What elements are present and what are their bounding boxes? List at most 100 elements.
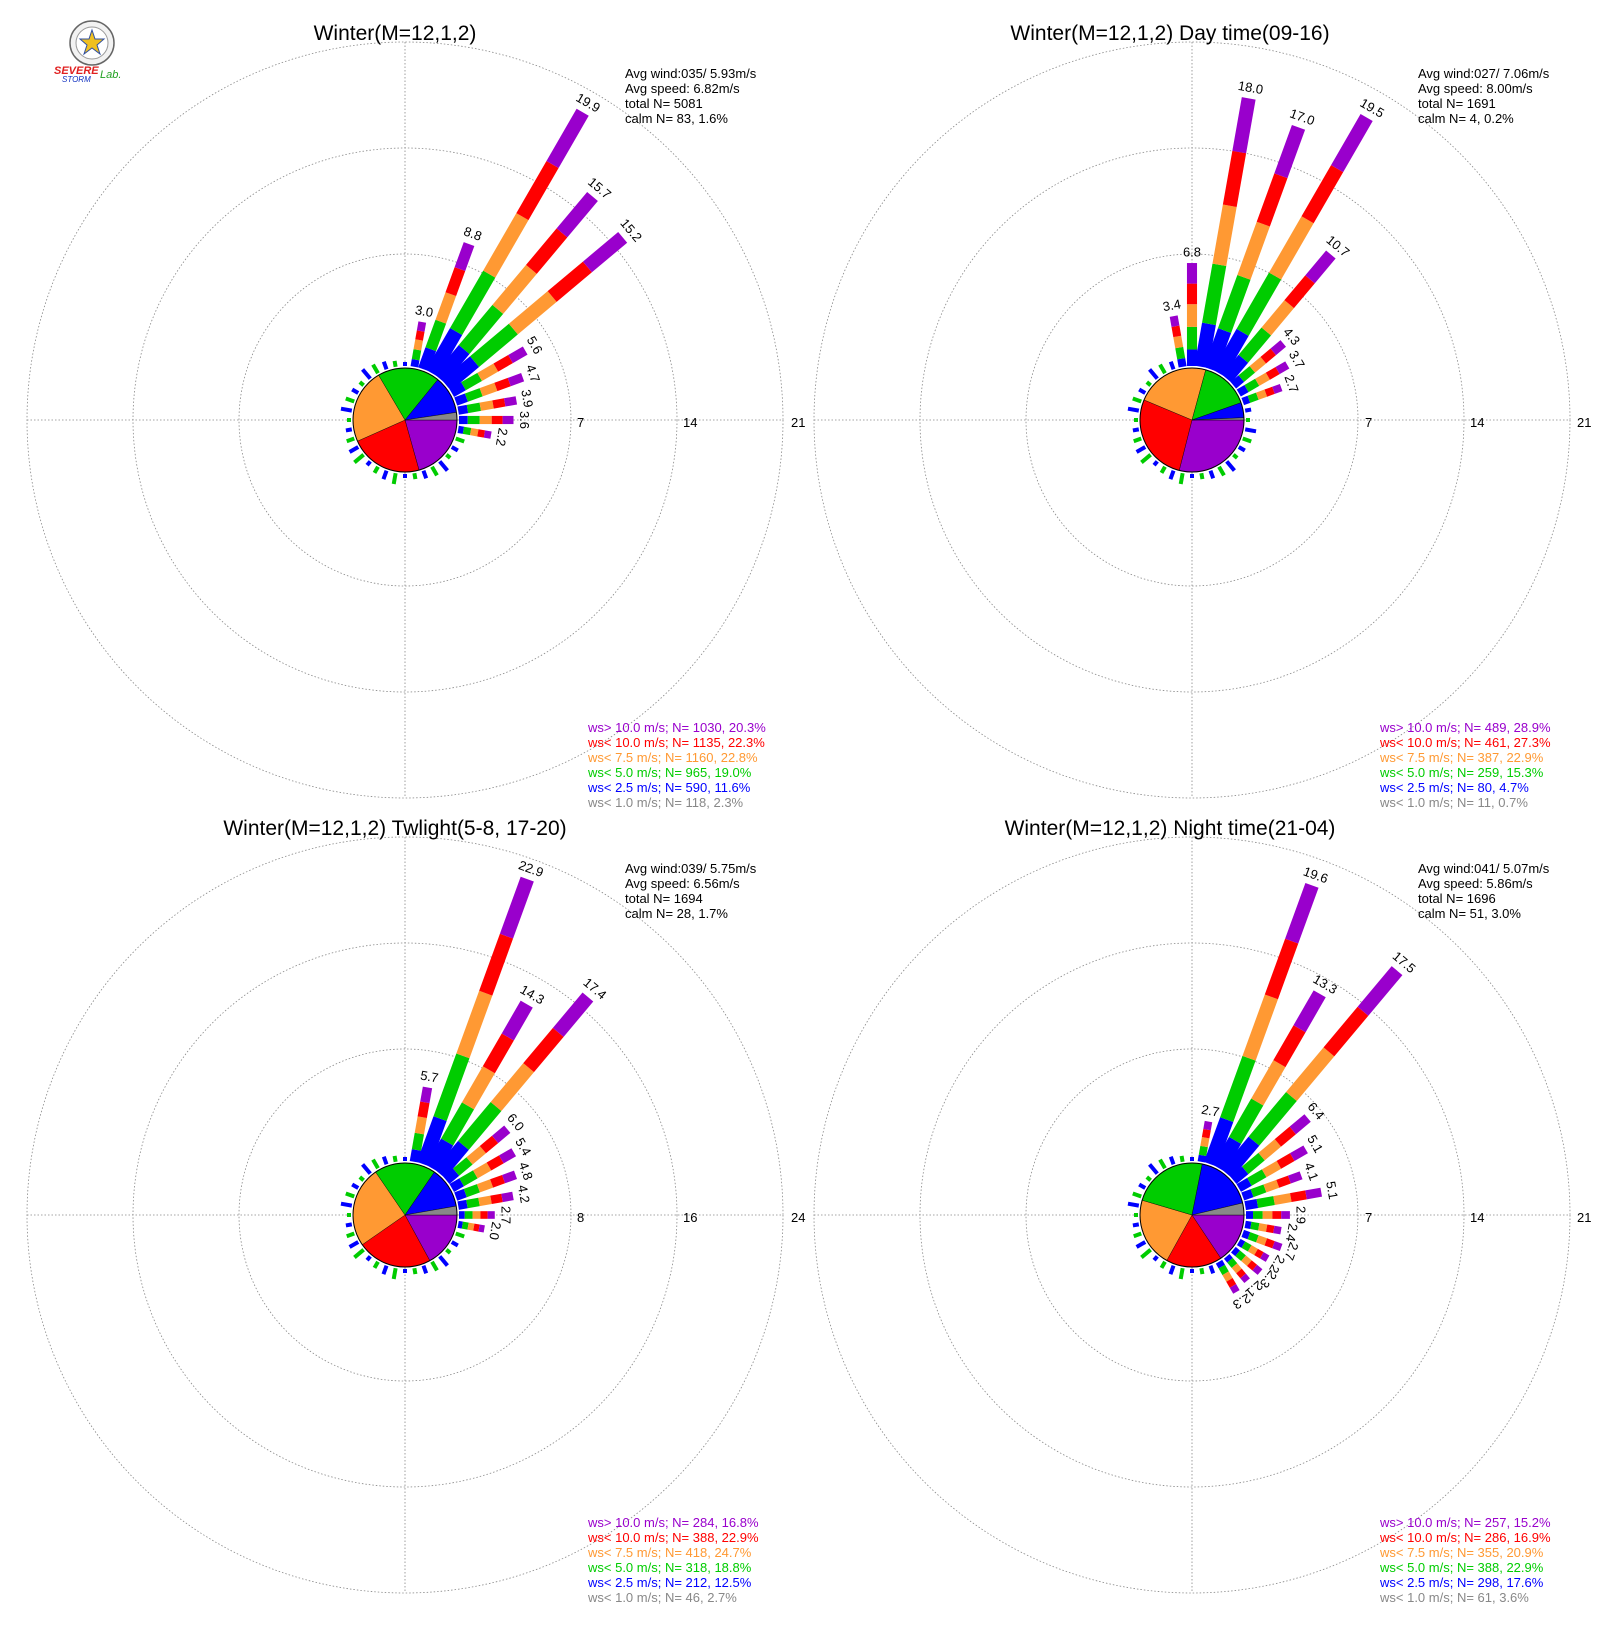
bar-segment (1293, 990, 1326, 1033)
direction-value-label: 5.4 (512, 1135, 534, 1158)
direction-bar (441, 231, 628, 391)
legend-ws-lt-10: ws< 10.0 m/s; N= 1135, 22.3% (587, 735, 765, 750)
minor-direction-bar (381, 1265, 389, 1275)
bar-segment (1238, 327, 1272, 363)
direction-value-label: 5.1 (1304, 1132, 1326, 1155)
minor-direction-bar (438, 1255, 449, 1267)
bar-segment (449, 1178, 464, 1193)
bar-segment (476, 1179, 494, 1193)
minor-direction-bar (1232, 453, 1239, 460)
direction-bar (1169, 315, 1187, 368)
bar-segment (1274, 124, 1306, 179)
bar-segment (492, 398, 506, 409)
direction-value-label: 2.7 (1281, 1240, 1301, 1262)
bar-segment (1226, 1278, 1237, 1288)
minor-direction-bar (1133, 1231, 1142, 1239)
direction-value-label: 2.7 (498, 1206, 513, 1224)
direction-bar (443, 1125, 511, 1184)
minor-direction-bar (351, 1182, 360, 1190)
bar-segment (1289, 1114, 1311, 1135)
bar-segment (1290, 1145, 1308, 1162)
minor-direction-bar (1132, 427, 1140, 433)
bar-segment (435, 292, 457, 324)
minor-direction-bar (340, 1201, 353, 1208)
bar-segment (445, 267, 466, 297)
bar-segment (1241, 1189, 1254, 1201)
legend-ws-gt-10: ws> 10.0 m/s; N= 257, 15.2% (1379, 1515, 1551, 1530)
direction-value-label: 2.7 (1200, 1102, 1220, 1120)
minor-direction-bar (1158, 363, 1167, 375)
minor-direction-bar (1140, 1248, 1152, 1259)
legend-ws-lt-1: ws< 1.0 m/s; N= 61, 3.6% (1379, 1590, 1529, 1605)
bar-segment (501, 1000, 533, 1041)
bar-segment (457, 425, 465, 434)
legend-ws-lt-5: ws< 5.0 m/s; N= 259, 15.3% (1379, 765, 1544, 780)
bar-segment (1273, 1193, 1292, 1205)
bar-segment (466, 402, 482, 414)
minor-direction-bar (430, 1260, 439, 1272)
bar-segment (502, 1170, 518, 1184)
minor-direction-bar (445, 453, 452, 460)
ring-label-2: 14 (1470, 415, 1484, 430)
speed-legend: ws> 10.0 m/s; N= 257, 15.2% ws< 10.0 m/s… (1379, 1515, 1551, 1605)
logo-text-top: SEVERE (54, 65, 99, 77)
minor-direction-bar (1127, 1201, 1140, 1208)
bar-segment (411, 1132, 424, 1151)
minor-direction-bar (371, 1158, 380, 1170)
minor-direction-bar (1244, 427, 1257, 434)
legend-ws-lt-5: ws< 5.0 m/s; N= 388, 22.9% (1379, 1560, 1544, 1575)
direction-bar (457, 396, 518, 415)
bar-segment (454, 393, 468, 406)
legend-ws-lt-7-5: ws< 7.5 m/s; N= 1160, 22.8% (587, 750, 758, 765)
minor-direction-bar (1208, 1265, 1216, 1274)
minor-direction-bar (1152, 460, 1159, 467)
bar-segment (441, 1102, 475, 1146)
calm-count-label: calm N= 28, 1.7% (625, 906, 728, 921)
bar-segment (1263, 1179, 1280, 1193)
bar-segment (1301, 165, 1344, 224)
direction-bar (1241, 1229, 1283, 1252)
bar-segment (458, 304, 504, 354)
legend-ws-lt-1: ws< 1.0 m/s; N= 46, 2.7% (587, 1590, 737, 1605)
bar-segment (470, 427, 479, 437)
direction-value-label: 5.7 (419, 1068, 439, 1086)
minor-direction-bar (358, 1175, 365, 1182)
direction-value-label: 8.8 (462, 224, 484, 244)
minor-direction-bar (1178, 472, 1185, 485)
bar-segment (1241, 1241, 1252, 1252)
direction-value-label: 3.0 (414, 302, 434, 320)
bar-segment (507, 373, 525, 387)
direction-value-label: 6.8 (1183, 244, 1201, 259)
bar-segment (1229, 1098, 1264, 1144)
minor-direction-bar (1225, 460, 1236, 472)
bar-segment (453, 1157, 473, 1176)
bar-segment (1194, 322, 1216, 369)
direction-bar (1244, 1187, 1323, 1211)
bar-segment (416, 321, 427, 332)
minor-direction-bar (346, 436, 355, 444)
bar-segment (492, 264, 537, 314)
bar-segment (461, 372, 483, 391)
direction-bar (457, 1191, 514, 1210)
minor-direction-bar (361, 1163, 372, 1175)
direction-bar (1215, 1259, 1240, 1294)
bar-segment (417, 1101, 430, 1119)
bar-segment (1212, 204, 1237, 267)
minor-direction-bar (1179, 1155, 1185, 1163)
bar-segment (414, 1116, 427, 1135)
rose-plot: 5.722.914.3 17.46.05.44.84.22.72.0 (26, 836, 784, 1594)
bar-segment (490, 1063, 534, 1112)
bar-segment (416, 1116, 447, 1167)
bar-segment (478, 1195, 492, 1207)
bar-segment (1215, 1259, 1225, 1269)
calm-count-label: calm N= 51, 3.0% (1418, 906, 1521, 921)
bar-segment (1177, 358, 1187, 368)
bar-segment (450, 270, 496, 335)
bar-segment (470, 323, 518, 367)
bar-segment (473, 1223, 480, 1232)
rose-plot: 2.719.613.317.56.45.14.15.12.92.42.72.22… (813, 836, 1571, 1594)
minor-direction-bar (1138, 387, 1147, 395)
pie-outline (352, 1162, 458, 1268)
bar-segment (409, 1149, 422, 1163)
minor-direction-bar (421, 470, 429, 479)
